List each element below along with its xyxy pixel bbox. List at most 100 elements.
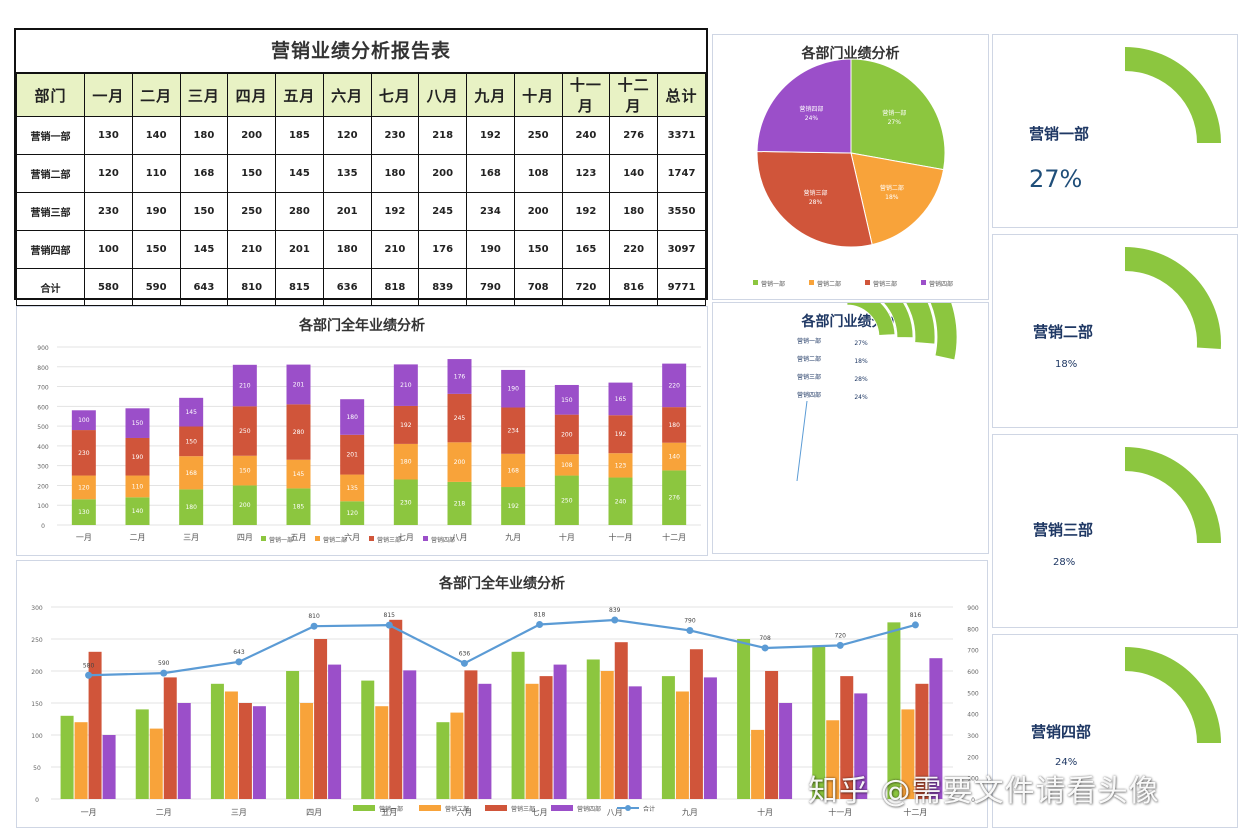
combo-bar	[511, 651, 525, 799]
legend-label: 营销二部	[445, 805, 469, 813]
report-value-cell: 234	[466, 192, 515, 231]
stacked-bar-value: 210	[239, 383, 251, 390]
stacked-bar-segment	[286, 459, 311, 489]
stacked-bar-segment	[71, 410, 96, 431]
stacked-bar-segment	[179, 397, 204, 427]
radial-axis-line	[796, 400, 808, 482]
report-value-cell: 636	[322, 268, 372, 306]
stacked-bar-segment	[501, 407, 526, 454]
stacked-bar-value: 192	[507, 503, 519, 510]
report-value-cell: 276	[609, 116, 658, 155]
y2-tick-label: 600	[967, 669, 979, 676]
combo-bar	[628, 686, 642, 799]
combo-bar	[539, 676, 553, 799]
total-line-label: 790	[684, 617, 696, 624]
report-value-cell: 580	[84, 268, 133, 306]
report-header-cell: 十一月	[561, 73, 611, 117]
combo-bar	[88, 651, 102, 799]
stacked-bar-segment	[447, 359, 472, 394]
report-value-cell: 220	[609, 230, 658, 269]
report-value-cell: 218	[418, 116, 467, 155]
report-value-cell: 815	[275, 268, 324, 306]
legend-label: 合计	[643, 805, 655, 813]
combo-bar	[375, 706, 389, 799]
combo-bar	[436, 722, 450, 799]
stacked-bar-segment	[393, 479, 418, 525]
stacked-bar-value: 130	[78, 509, 90, 516]
stacked-bar-value: 240	[615, 498, 627, 505]
legend-swatch	[315, 536, 320, 541]
combo-bar	[210, 683, 224, 799]
stacked-bar-segment	[447, 442, 472, 482]
combo-bar	[478, 683, 492, 799]
total-line-point	[310, 622, 318, 630]
radial-ring	[929, 303, 958, 361]
stacked-bar-value: 165	[615, 396, 627, 403]
stacked-bar-value: 250	[239, 428, 251, 435]
x-tick-label: 五月	[381, 808, 397, 817]
gauge-arc-2	[1125, 247, 1221, 350]
report-header-cell: 二月	[131, 73, 181, 117]
x-tick-label: 十一月	[828, 807, 852, 817]
report-value-cell: 201	[322, 192, 372, 231]
y-tick-label: 100	[31, 733, 43, 740]
legend-swatch	[369, 536, 374, 541]
combo-bar	[300, 703, 314, 799]
report-value-cell: 165	[561, 230, 611, 269]
stacked-bar-segment	[286, 488, 311, 525]
report-row: 营销一部 130 140 180 200 185 120 230 218 192 250 240 276…	[16, 116, 706, 155]
combo-bar	[826, 720, 840, 799]
y-tick-label: 500	[37, 424, 49, 431]
total-line	[88, 618, 916, 677]
pie-slice-pct: 28%	[809, 199, 823, 206]
report-header-cell: 八月	[418, 73, 467, 117]
dept-card-name: 营销一部	[1029, 125, 1090, 143]
pie-chart-title: 各部门业绩分析	[801, 46, 900, 62]
report-value-cell: 3097	[657, 230, 706, 269]
x-tick-label: 四月	[306, 808, 322, 817]
report-header-cell: 十二月	[609, 73, 658, 117]
y2-tick-label: 300	[967, 733, 979, 740]
pie-legend-label: 营销四部	[929, 280, 953, 288]
combo-bar	[60, 715, 74, 799]
stacked-bar-value: 201	[293, 381, 305, 388]
stacked-bar-value: 140	[132, 508, 144, 515]
dept-card-pct: 27%	[1029, 165, 1083, 193]
report-value-cell: 3550	[657, 192, 706, 231]
radial-value-label: 24%	[854, 394, 868, 401]
y-tick-label: 0	[41, 523, 45, 530]
stacked-bar-segment	[447, 393, 472, 443]
report-value-cell: 816	[609, 268, 658, 306]
stacked-bar-segment	[232, 455, 257, 486]
report-value-cell: 168	[179, 154, 229, 193]
total-line-label: 580	[83, 662, 95, 669]
report-value-cell: 839	[418, 268, 467, 306]
y-tick-label: 0	[35, 797, 39, 804]
combo-bar	[751, 729, 765, 799]
x-tick-label: 四月	[237, 533, 253, 542]
x-tick-label: 十月	[559, 532, 575, 542]
combo-chart: 0 50 100 150 200 250 300 0 100 200 300 400 500 600 700…	[31, 605, 979, 817]
combo-bar	[812, 645, 826, 799]
x-tick-label: 十二月	[903, 807, 927, 817]
combo-bar	[238, 703, 252, 799]
stacked-bar-segment	[232, 406, 257, 456]
report-dept-cell: 营销二部	[16, 154, 85, 193]
report-header-cell: 四月	[227, 73, 276, 117]
report-row: 营销三部 230 190 150 250 280 201 192 245 234 200 192 180…	[16, 192, 706, 231]
stacked-bar-value: 145	[293, 471, 305, 478]
stacked-bar-title: 各部门全年业绩分析	[299, 318, 425, 334]
stacked-bar-value: 168	[507, 467, 519, 474]
legend-label: 营销一部	[269, 536, 293, 544]
stacked-bar-value: 180	[668, 422, 680, 429]
stacked-bar-chart: 0 100 200 300 400 500 600 700 800 900 130 120 230 100…	[37, 345, 701, 544]
combo-bar	[586, 659, 600, 799]
gauge-arc-1	[1125, 47, 1221, 143]
dept-card-4: 营销四部 24%	[992, 634, 1238, 828]
report-header-cell: 三月	[179, 73, 229, 117]
report-row: 营销四部 100 150 145 210 201 180 210 176 190 150 165 220…	[16, 230, 706, 269]
stacked-bar-value: 280	[293, 429, 305, 436]
stacked-bar-segment	[554, 414, 579, 455]
total-line-label: 590	[158, 660, 170, 667]
report-value-cell: 150	[227, 154, 276, 193]
